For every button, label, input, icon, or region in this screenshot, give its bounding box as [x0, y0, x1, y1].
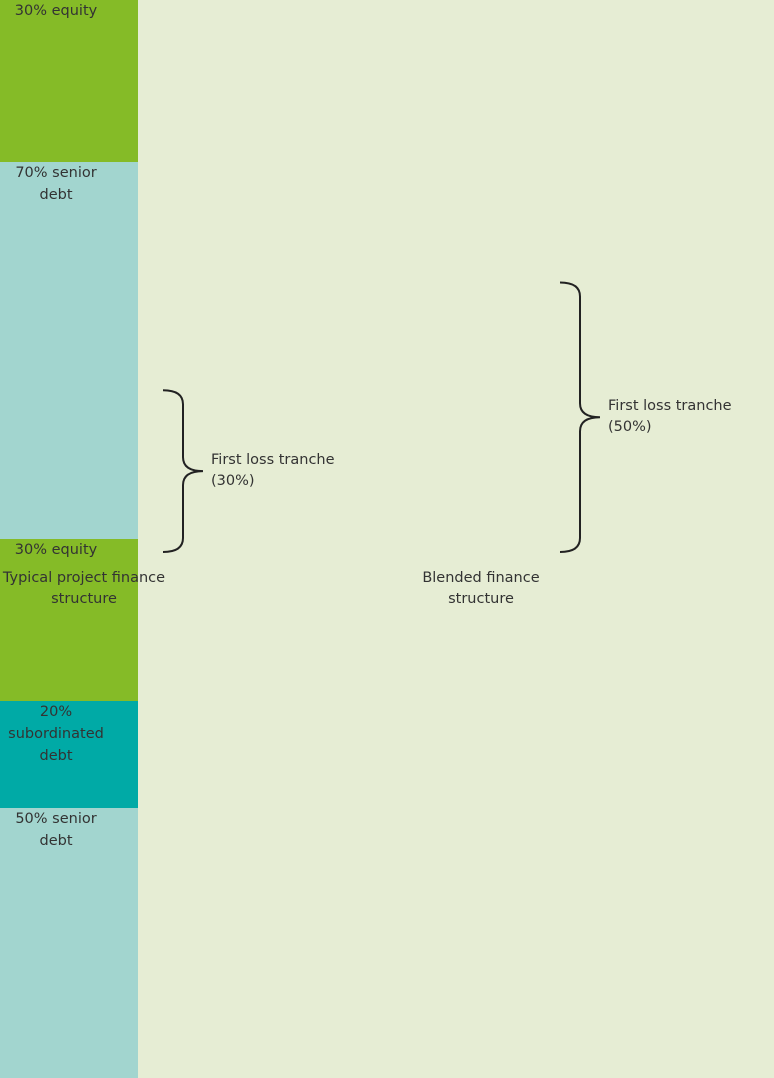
segment-label: 20% subordinated debt	[8, 703, 104, 764]
segment-label: 30% equity	[14, 541, 98, 558]
bar-segment: 30% equity	[0, 0, 138, 162]
segment-label: 70% senior debt	[15, 164, 97, 203]
category-label: Blended finance structure	[422, 570, 540, 607]
braces	[162, 281, 601, 553]
annotation: First loss tranche (30%)	[211, 452, 335, 490]
bar-segment: 50% senior debt	[0, 808, 138, 1078]
category-label: Typical project finance structure	[2, 570, 166, 607]
segment-label: 50% senior debt	[15, 811, 97, 850]
brace	[559, 281, 601, 553]
brace	[162, 389, 204, 553]
annotation: First loss tranche (50%)	[608, 398, 732, 436]
bar-segment: 20% subordinated debt	[0, 700, 138, 809]
segment-label: 30% equity	[14, 3, 98, 19]
bar-segment: 70% senior debt	[0, 161, 138, 539]
chart: 30% equity 70% senior debt Typical project…	[0, 0, 732, 1078]
